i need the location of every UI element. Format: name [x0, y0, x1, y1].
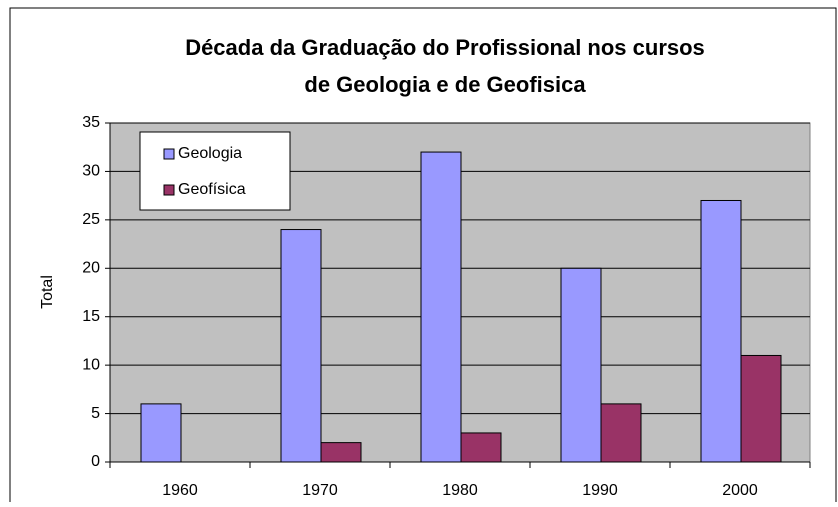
x-tick-label: 2000 [722, 482, 758, 499]
bar [600, 403, 642, 463]
legend [139, 131, 291, 211]
y-tick-label: 0 [91, 453, 100, 470]
legend-swatch [163, 184, 175, 196]
chart-title: Década da Graduação do Profissional nos … [185, 35, 705, 60]
x-tick-label: 1980 [442, 482, 478, 499]
x-tick-label: 1970 [302, 482, 338, 499]
legend-swatch [163, 148, 175, 160]
x-tick-label: 1990 [582, 482, 618, 499]
legend-label: Geofísica [178, 181, 246, 198]
legend-label: Geologia [178, 145, 242, 162]
y-tick-label: 5 [91, 405, 100, 422]
bar [460, 432, 502, 463]
bar [740, 354, 782, 463]
y-tick-label: 25 [82, 211, 100, 228]
x-tick-label: 1960 [162, 482, 198, 499]
bar [140, 403, 182, 463]
bar [700, 199, 742, 463]
bar [320, 442, 362, 463]
y-tick-label: 35 [82, 114, 100, 131]
bar [280, 229, 322, 463]
y-tick-label: 15 [82, 308, 100, 325]
y-tick-label: 30 [82, 163, 100, 180]
y-tick-label: 10 [82, 356, 100, 373]
y-tick-label: 20 [82, 260, 100, 277]
y-axis-label: Total [39, 275, 56, 309]
chart-title: de Geologia e de Geofisica [304, 72, 586, 97]
bar [560, 267, 602, 463]
bar [420, 151, 462, 463]
